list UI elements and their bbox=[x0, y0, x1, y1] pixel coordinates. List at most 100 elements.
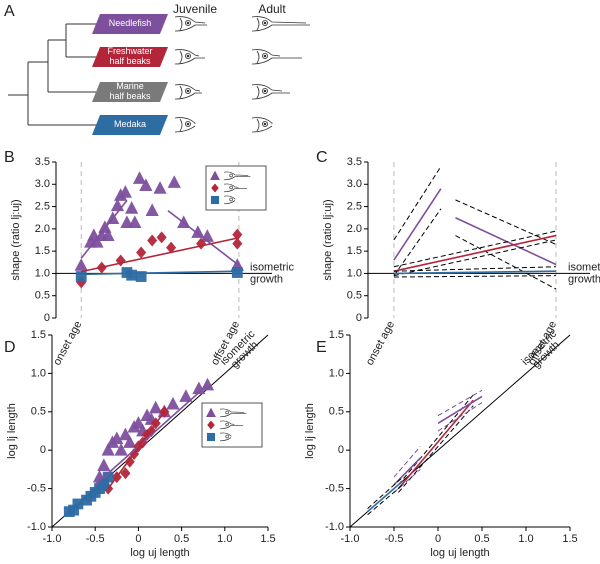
fish-pupil bbox=[186, 122, 190, 126]
fit-line bbox=[367, 480, 404, 513]
fit-line bbox=[397, 399, 474, 490]
fit-line bbox=[167, 209, 240, 267]
marker-triangle bbox=[118, 185, 132, 198]
fish-icon bbox=[251, 49, 302, 65]
y-tick-label: 3.5 bbox=[35, 156, 50, 168]
legend-marker bbox=[206, 432, 216, 442]
marker-diamond bbox=[120, 467, 131, 480]
fit-line bbox=[68, 480, 109, 513]
fish-pupil bbox=[263, 122, 267, 126]
fish-jaw bbox=[251, 24, 310, 32]
label-line: Needlefish bbox=[109, 18, 152, 28]
column-header: Juvenile bbox=[173, 2, 217, 16]
fish-head bbox=[251, 84, 283, 92]
marker-triangle bbox=[192, 381, 206, 395]
y-tick-label: 2.5 bbox=[35, 200, 50, 212]
marker-triangle bbox=[123, 435, 137, 448]
fish-head bbox=[219, 420, 235, 425]
y-tick-label: -0.5 bbox=[27, 483, 46, 495]
y-axis-label: shape (ratio lj:uj) bbox=[10, 199, 22, 280]
fish-head bbox=[174, 84, 201, 92]
fish-jaw bbox=[219, 437, 232, 442]
x-tick-label: 0 bbox=[435, 533, 441, 545]
x-tick-label: -0.5 bbox=[86, 533, 105, 545]
marker-diamond bbox=[232, 228, 243, 241]
marker-triangle bbox=[101, 443, 115, 456]
y-tick-label: -0.5 bbox=[325, 483, 344, 495]
marker-diamond bbox=[124, 455, 135, 468]
legend-marker bbox=[206, 407, 216, 418]
ci-line bbox=[437, 389, 483, 417]
y-tick-label: 1.0 bbox=[329, 367, 344, 379]
fish-jaw bbox=[174, 57, 205, 65]
fish-eye bbox=[229, 173, 233, 178]
fit-line bbox=[107, 411, 165, 490]
marker-triangle bbox=[97, 458, 111, 471]
fish-gill bbox=[256, 17, 260, 31]
fit-line bbox=[437, 395, 483, 425]
fish-jaw bbox=[174, 125, 196, 133]
fit-line bbox=[393, 457, 421, 486]
marker-triangle bbox=[179, 389, 193, 402]
legend-marker bbox=[207, 420, 215, 430]
ci-line bbox=[393, 166, 442, 241]
fish-head bbox=[174, 49, 200, 57]
fish-pupil bbox=[263, 21, 267, 25]
ci-line bbox=[393, 230, 557, 268]
label-line: half beaks bbox=[109, 91, 151, 101]
taxon-tag bbox=[92, 47, 168, 67]
legend-marker bbox=[211, 183, 219, 193]
phylogeny bbox=[8, 23, 100, 126]
marker-triangle bbox=[166, 396, 180, 410]
fish-pupil bbox=[263, 89, 267, 93]
legend-fish bbox=[219, 408, 247, 418]
y-tick-label: 3.0 bbox=[347, 178, 362, 190]
label: Marine half beaks bbox=[109, 81, 151, 101]
label: isometricgrowth bbox=[568, 261, 600, 285]
marker-diamond bbox=[136, 246, 147, 259]
fish-jaw bbox=[251, 92, 290, 100]
fish-head bbox=[219, 432, 232, 437]
y-tick-label: 1.5 bbox=[31, 329, 46, 341]
fish-eye bbox=[261, 19, 268, 26]
label-line: Freshwater bbox=[107, 46, 152, 56]
ci-line bbox=[367, 476, 404, 509]
marker-triangle bbox=[114, 443, 128, 456]
y-tick-label: 2.0 bbox=[347, 223, 362, 235]
x-tick-label: onset age bbox=[364, 319, 397, 367]
x-axis-label: log uj length bbox=[130, 547, 189, 559]
ci-line bbox=[398, 405, 474, 493]
fish-eye bbox=[261, 121, 268, 128]
x-tick-label: -1.0 bbox=[43, 533, 62, 545]
label-line: isometric bbox=[250, 261, 295, 273]
fish-eye bbox=[225, 410, 229, 415]
panel-label: A bbox=[4, 3, 15, 20]
y-tick-label: 1.5 bbox=[35, 245, 50, 257]
marker-diamond bbox=[115, 254, 126, 267]
marker-triangle bbox=[139, 178, 153, 192]
y-tick-label: 2.5 bbox=[347, 200, 362, 212]
fish-eye bbox=[225, 422, 229, 427]
marker-square bbox=[231, 267, 243, 278]
ci-line bbox=[455, 199, 557, 245]
fish-head bbox=[174, 16, 206, 24]
marker-triangle bbox=[110, 431, 124, 445]
y-tick-label: 0.5 bbox=[329, 406, 344, 418]
y-tick-label: 0.5 bbox=[347, 290, 362, 302]
legend-fish bbox=[219, 420, 244, 430]
fish-eye bbox=[184, 121, 191, 128]
x-tick-label: 0.5 bbox=[174, 533, 189, 545]
marker-square bbox=[75, 271, 87, 282]
fish-head bbox=[223, 195, 236, 200]
marker-triangle bbox=[90, 235, 104, 248]
marker-diamond bbox=[166, 241, 177, 254]
legend-marker bbox=[210, 195, 220, 205]
ci-line bbox=[437, 402, 483, 432]
fit-line bbox=[81, 236, 240, 273]
y-tick-label: 3.5 bbox=[347, 156, 362, 168]
fish-head bbox=[223, 171, 249, 176]
label: Freshwater half beaks bbox=[107, 46, 152, 66]
x-tick-label: -1.0 bbox=[341, 533, 360, 545]
taxon-tag bbox=[92, 115, 168, 135]
